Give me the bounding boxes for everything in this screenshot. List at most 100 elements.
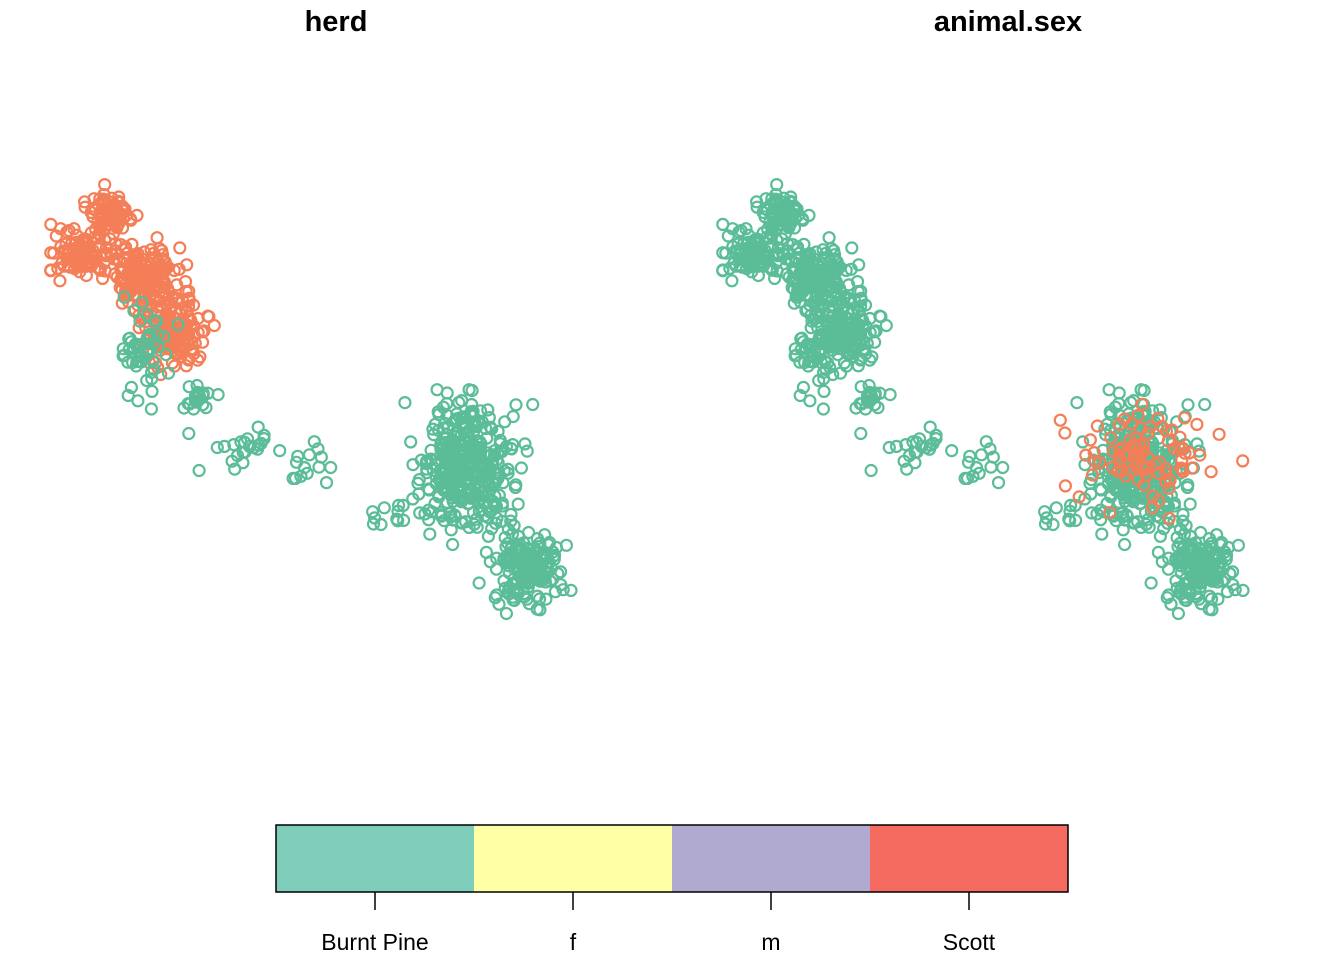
point-f	[1198, 397, 1212, 412]
point-f	[752, 242, 767, 257]
legend-frame	[275, 824, 1069, 893]
point-burnt-pine	[398, 396, 412, 410]
point-m	[1190, 417, 1204, 431]
point-m	[1135, 446, 1149, 460]
point-f	[815, 327, 829, 341]
point-f	[830, 296, 845, 310]
point-burnt-pine	[199, 401, 213, 415]
point-burnt-pine	[532, 592, 547, 606]
point-burnt-pine	[210, 440, 224, 455]
point-f	[1183, 497, 1197, 511]
point-burnt-pine	[151, 340, 165, 354]
legend-swatch-scott	[870, 825, 1069, 892]
point-f	[974, 448, 989, 462]
point-f	[996, 460, 1010, 475]
point-m	[1114, 441, 1129, 455]
point-f	[776, 214, 790, 228]
point-scott	[90, 231, 105, 245]
point-f	[1181, 398, 1195, 412]
point-f	[799, 304, 813, 318]
point-scott	[44, 217, 58, 231]
point-f	[765, 192, 779, 206]
point-f	[1126, 495, 1141, 509]
point-f	[854, 426, 868, 441]
point-f	[1180, 480, 1195, 494]
point-burnt-pine	[475, 485, 490, 499]
legend-label-burnt-pine: Burnt Pine	[321, 929, 428, 955]
point-burnt-pine	[539, 592, 553, 606]
map-panel-herd	[44, 178, 578, 621]
point-burnt-pine	[508, 480, 523, 494]
point-f	[797, 255, 811, 269]
point-f	[854, 284, 868, 298]
point-burnt-pine	[459, 445, 473, 459]
point-f	[1085, 506, 1099, 520]
legend-ticks	[374, 892, 970, 910]
point-f	[833, 260, 847, 274]
point-burnt-pine	[428, 417, 442, 431]
point-burnt-pine	[556, 583, 570, 597]
point-burnt-pine	[230, 449, 245, 463]
point-f	[945, 444, 959, 458]
point-burnt-pine	[527, 569, 541, 584]
point-f	[831, 348, 845, 362]
point-f	[1108, 400, 1123, 414]
point-burnt-pine	[509, 398, 523, 412]
point-scott	[53, 274, 67, 288]
point-scott	[153, 294, 167, 308]
point-f	[817, 372, 831, 386]
point-m	[1079, 448, 1093, 462]
point-burnt-pine	[391, 514, 405, 528]
point-scott	[183, 313, 197, 327]
point-scott	[117, 204, 131, 218]
point-f	[1141, 512, 1156, 526]
point-burnt-pine	[117, 290, 131, 304]
point-burnt-pine	[452, 395, 466, 410]
point-m	[1143, 420, 1157, 434]
point-f	[902, 449, 917, 463]
point-f	[1142, 520, 1156, 534]
point-f	[1199, 569, 1213, 584]
point-f	[823, 328, 837, 342]
point-burnt-pine	[521, 525, 536, 540]
point-scott	[142, 277, 156, 291]
point-f	[770, 178, 784, 192]
point-f	[1179, 519, 1193, 533]
point-f	[868, 389, 882, 403]
point-burnt-pine	[481, 403, 495, 417]
point-f	[983, 442, 997, 456]
point-burnt-pine	[445, 457, 459, 471]
legend-swatch-f	[474, 825, 673, 892]
point-scott	[176, 335, 190, 349]
point-burnt-pine	[447, 414, 461, 428]
point-burnt-pine	[404, 435, 418, 449]
point-burnt-pine	[377, 501, 391, 515]
point-f	[851, 359, 865, 373]
point-m	[1112, 454, 1127, 468]
point-burnt-pine	[502, 559, 516, 573]
point-burnt-pine	[182, 380, 196, 394]
point-burnt-pine	[518, 437, 532, 451]
point-burnt-pine	[467, 425, 481, 439]
point-f	[1049, 501, 1063, 515]
point-f	[843, 318, 857, 332]
point-f	[750, 200, 764, 214]
point-burnt-pine	[472, 449, 486, 463]
point-f	[926, 436, 940, 450]
point-f	[1212, 559, 1227, 573]
point-f	[1112, 495, 1126, 509]
point-burnt-pine	[228, 462, 242, 476]
point-f	[765, 263, 779, 277]
point-scott	[173, 241, 187, 255]
point-burnt-pine	[507, 519, 521, 533]
point-f	[819, 246, 833, 260]
point-scott	[180, 304, 194, 318]
point-burnt-pine	[506, 438, 520, 452]
point-burnt-pine	[454, 495, 468, 509]
point-burnt-pine	[192, 463, 206, 478]
point-burnt-pine	[511, 497, 525, 511]
point-burnt-pine	[116, 342, 130, 356]
point-scott	[83, 257, 97, 271]
point-f	[1046, 517, 1060, 532]
point-f	[733, 251, 747, 265]
